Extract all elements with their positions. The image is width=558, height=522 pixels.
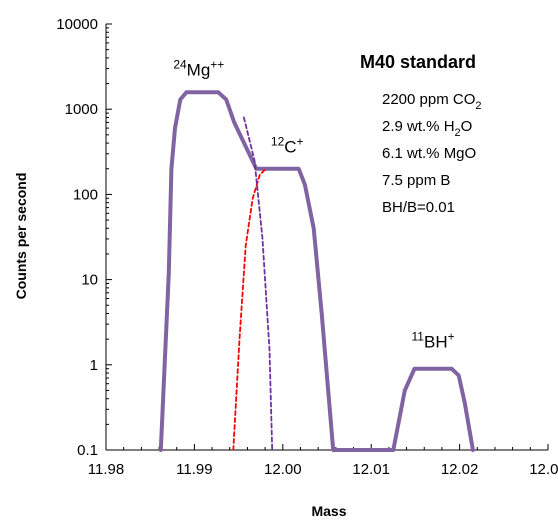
peak-label: 12C+	[271, 135, 304, 157]
info-co2: 2200 ppm CO2	[382, 91, 482, 112]
y-tick-label: 100	[73, 186, 98, 203]
info-b: 7.5 ppm B	[382, 172, 450, 189]
info-h2o: 2.9 wt.% H2O	[382, 118, 472, 139]
info-title: M40 standard	[360, 52, 476, 72]
tick-labels: 0.1 1 10 100 1000 10000 11.98 11.99 12.00 12.01 12…	[56, 16, 558, 478]
dashed-series-line-2	[242, 116, 274, 451]
x-tick-label: 12.03	[529, 461, 558, 478]
peak-labels: 24Mg++ 12C+ 11BH+	[173, 57, 454, 351]
peak-label: 11BH+	[412, 329, 455, 351]
x-tick-label: 12.01	[352, 461, 390, 478]
info-box: M40 standard 2200 ppm CO2 2.9 wt.% H2O 6…	[360, 52, 482, 216]
y-tick-label: 10	[81, 272, 98, 289]
dashed-series-line-1	[232, 167, 267, 451]
series-lines	[158, 90, 475, 452]
x-tick-label: 11.98	[88, 461, 124, 478]
x-tick-label: 11.99	[176, 461, 212, 478]
x-tick-label: 12.02	[441, 461, 479, 478]
spectrum-line	[158, 90, 475, 452]
info-mgo: 6.1 wt.% MgO	[382, 145, 476, 162]
y-tick-label: 1000	[65, 101, 98, 118]
y-tick-label: 0.1	[77, 442, 98, 459]
x-tick-label: 12.00	[264, 461, 302, 478]
info-ratio: BH/B=0.01	[382, 199, 455, 216]
y-axis-title: Counts per second	[13, 173, 29, 300]
y-tick-label: 10000	[56, 16, 98, 33]
y-tick-label: 1	[90, 357, 98, 374]
peak-label: 24Mg++	[173, 57, 224, 79]
x-axis-title: Mass	[311, 503, 346, 519]
